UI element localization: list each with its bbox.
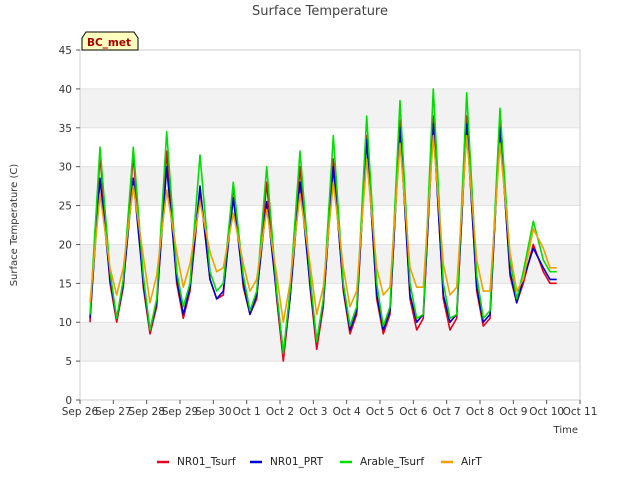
grid-band	[80, 88, 580, 128]
y-tick-label: 5	[65, 356, 72, 368]
legend-label: NR01_Tsurf	[177, 456, 236, 468]
x-tick-label: Sep 28	[128, 406, 165, 418]
x-tick-label: Oct 5	[366, 406, 394, 418]
x-tick-label: Oct 1	[233, 406, 261, 418]
legend: NR01_Tsurf NR01_PRT Arable_Tsurf AirT	[157, 456, 482, 468]
chart-title: Surface Temperature	[252, 4, 388, 19]
y-axis-ticks: 0 5 10 15 20 25 30 35 40 45	[59, 45, 80, 407]
y-tick-label: 45	[59, 45, 72, 57]
x-tick-label: Oct 4	[333, 406, 361, 418]
x-tick-label: Oct 3	[299, 406, 327, 418]
x-tick-label: Sep 27	[95, 406, 132, 418]
site-badge-label: BC_met	[87, 37, 131, 49]
grid-band	[80, 244, 580, 284]
series-lines	[89, 88, 557, 362]
y-tick-label: 40	[59, 84, 72, 96]
x-tick-label: Oct 2	[266, 406, 294, 418]
x-tick-label: Oct 7	[433, 406, 461, 418]
plot-frame	[79, 49, 581, 401]
y-axis-label: Surface Temperature (C)	[9, 164, 20, 287]
y-tick-label: 35	[59, 123, 72, 135]
grid-band	[80, 283, 580, 323]
x-tick-label: Oct 11	[563, 406, 598, 418]
y-tick-label: 15	[59, 278, 72, 290]
x-tick-label: Sep 30	[195, 406, 232, 418]
legend-label: NR01_PRT	[270, 456, 324, 468]
y-tick-label: 30	[59, 162, 72, 174]
x-tick-label: Oct 8	[466, 406, 494, 418]
legend-label: AirT	[461, 456, 482, 468]
x-tick-label: Oct 9	[499, 406, 527, 418]
series-line-arable-tsurf	[89, 88, 557, 355]
y-tick-label: 25	[59, 201, 72, 213]
y-tick-label: 0	[65, 395, 72, 407]
grid-band	[80, 127, 580, 167]
site-badge: BC_met	[81, 31, 139, 51]
x-axis-label: Time	[553, 425, 578, 436]
x-tick-label: Oct 10	[529, 406, 564, 418]
grid-band	[80, 50, 580, 89]
grid-band	[80, 361, 580, 400]
grid-band	[80, 322, 580, 362]
x-tick-label: Sep 29	[162, 406, 199, 418]
site-badge-shape	[81, 31, 139, 51]
x-tick-label: Oct 6	[399, 406, 427, 418]
x-tick-label: Sep 26	[62, 406, 99, 418]
legend-label: Arable_Tsurf	[360, 456, 424, 468]
y-tick-label: 10	[59, 317, 72, 329]
series-line-airt	[89, 134, 557, 324]
y-tick-label: 20	[59, 239, 72, 251]
